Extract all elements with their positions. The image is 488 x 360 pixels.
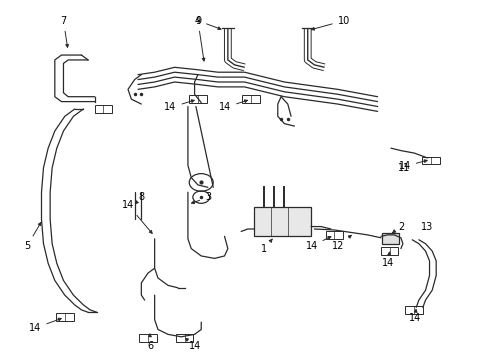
Text: 6: 6 — [146, 334, 153, 351]
Text: 14: 14 — [185, 338, 201, 351]
Text: 14: 14 — [381, 252, 393, 268]
Text: 14: 14 — [408, 310, 420, 323]
Text: 14: 14 — [305, 237, 330, 251]
Text: 14: 14 — [29, 318, 61, 333]
Text: 14: 14 — [122, 201, 152, 233]
Text: 14: 14 — [164, 100, 194, 112]
Text: 14: 14 — [219, 100, 247, 112]
Text: 11: 11 — [397, 163, 409, 173]
Text: 12: 12 — [331, 235, 350, 251]
Text: 8: 8 — [135, 192, 144, 204]
Text: 1: 1 — [261, 239, 272, 253]
Text: 9: 9 — [195, 16, 221, 30]
Text: 13: 13 — [421, 221, 433, 231]
Text: 4: 4 — [194, 16, 204, 61]
Text: 10: 10 — [311, 16, 349, 30]
Text: 5: 5 — [24, 222, 41, 251]
Text: 7: 7 — [60, 16, 68, 47]
Text: 2: 2 — [392, 221, 403, 233]
FancyBboxPatch shape — [382, 233, 398, 244]
FancyBboxPatch shape — [254, 207, 310, 237]
Text: 14: 14 — [398, 160, 426, 171]
Text: 3: 3 — [191, 192, 211, 203]
